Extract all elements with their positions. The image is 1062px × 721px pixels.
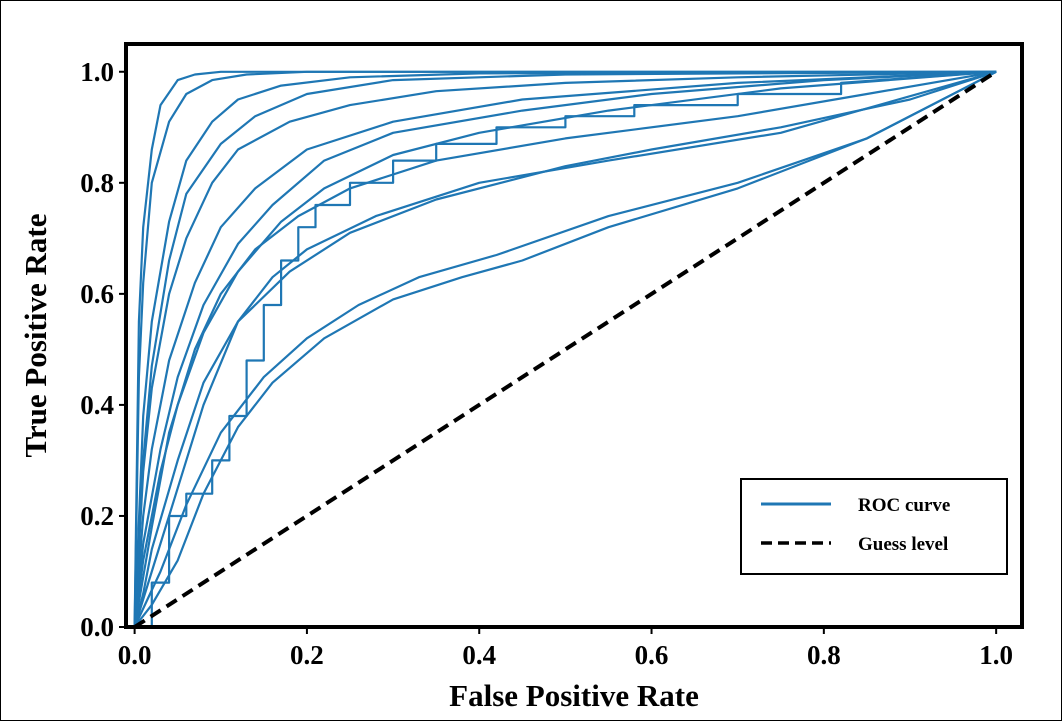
roc-curve-5 [133, 70, 997, 628]
x-tick-label: 0.4 [462, 640, 496, 670]
y-tick-label: 0.4 [80, 390, 114, 420]
y-tick-label: 0.0 [80, 612, 114, 642]
y-tick-label: 1.0 [80, 57, 114, 87]
x-ticks: 0.0 0.2 0.4 0.6 0.8 1.0 [118, 627, 1013, 670]
roc-curve-8 [133, 70, 997, 628]
roc-curve-2 [133, 70, 997, 628]
x-tick-label: 1.0 [979, 640, 1013, 670]
plot-frame [124, 42, 1024, 629]
legend-box [740, 478, 1008, 575]
roc-curve-7 [133, 70, 997, 628]
legend-label-roc-curve: ROC curve [858, 495, 950, 516]
roc-curve-10 [133, 70, 997, 628]
legend: ROC curve Guess level [740, 478, 1008, 575]
roc-curve-4 [133, 70, 997, 628]
y-ticks: 0.0 0.2 0.4 0.6 0.8 1.0 [80, 57, 126, 642]
x-tick-label: 0.6 [635, 640, 669, 670]
roc-curves [133, 70, 997, 629]
y-axis-label: True Positive Rate [18, 214, 53, 458]
roc-curve-11 [133, 70, 997, 628]
y-tick-label: 0.6 [80, 279, 114, 309]
x-tick-label: 0.2 [290, 640, 324, 670]
y-tick-label: 0.8 [80, 168, 114, 198]
roc-curve-14 [134, 70, 997, 629]
roc-curve-3 [133, 70, 997, 628]
y-tick-label: 0.2 [80, 501, 114, 531]
legend-label-guess-level: Guess level [858, 534, 948, 555]
roc-curve-9 [133, 70, 997, 628]
roc-curve-13 [133, 70, 997, 628]
roc-curve-1 [133, 70, 997, 628]
x-tick-label: 0.0 [118, 640, 152, 670]
roc-curve-6 [133, 70, 997, 628]
x-axis-label: False Positive Rate [449, 678, 699, 713]
x-tick-label: 0.8 [807, 640, 841, 670]
